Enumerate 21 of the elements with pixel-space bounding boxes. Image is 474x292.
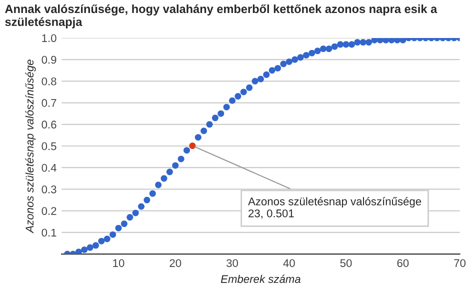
y-tick-label: 0.5 (42, 142, 56, 150)
y-tick-label: 0.9 (42, 56, 56, 64)
x-tick-label: 30 (226, 259, 238, 268)
x-tick-label: 60 (397, 259, 409, 268)
y-tick-label: 0.4 (42, 164, 56, 172)
chart-title: Annak valószínűsége, hogy valahány emberből kettőnek azonos napra esik a születésnapja (5, 4, 438, 28)
x-tick-label: 20 (170, 259, 182, 268)
x-tick-label: 70 (454, 259, 466, 268)
y-tick-label: 1.0 (42, 34, 56, 42)
y-tick-label: 0.1 (42, 228, 56, 237)
x-tick-label: 10 (113, 259, 124, 268)
y-axis-title: Azonos születésnap valószínűsége (25, 60, 36, 234)
x-tick-label: 50 (340, 259, 352, 268)
y-tick-label: 0.2 (42, 207, 56, 215)
y-tick-label: 0.8 (42, 77, 56, 86)
y-tick-label: 0.6 (42, 120, 56, 129)
y-tick-label: 0.7 (42, 99, 56, 107)
x-tick-label: 40 (283, 259, 295, 268)
y-tick-label: 0.3 (42, 185, 56, 194)
annotation: Azonos születésnap valószínűsége 23, 0.501 (248, 197, 422, 219)
x-axis-title: Emberek száma (220, 274, 300, 283)
